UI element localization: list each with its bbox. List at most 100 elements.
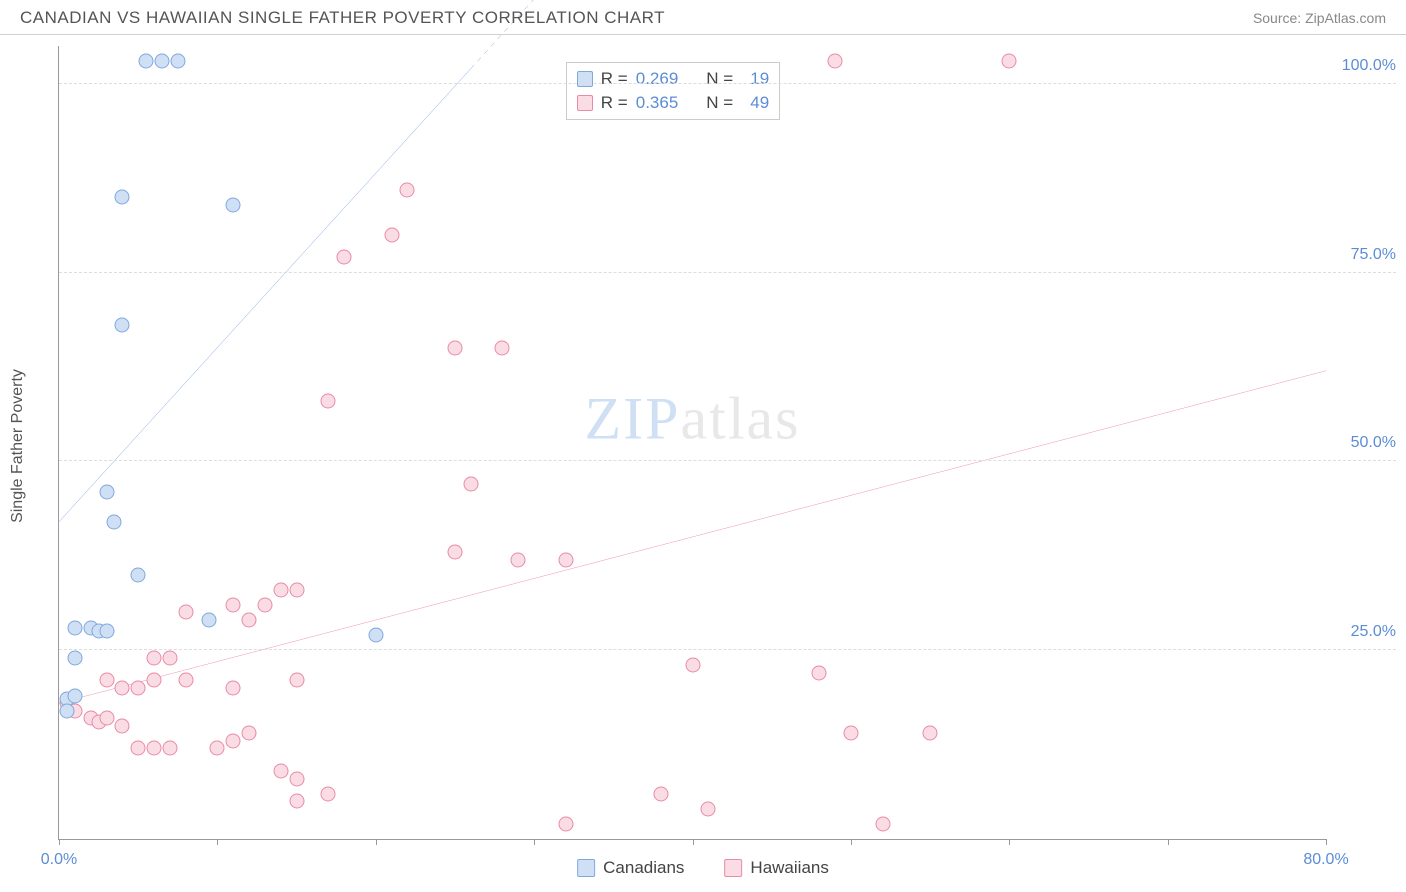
data-point-hawaiians [273,764,288,779]
data-point-hawaiians [558,816,573,831]
trendline [59,69,471,522]
stats-n-value: 19 [741,69,769,89]
y-axis-title: Single Father Poverty [9,369,27,523]
data-point-hawaiians [463,477,478,492]
data-point-hawaiians [147,741,162,756]
data-point-canadians [226,197,241,212]
data-point-hawaiians [337,250,352,265]
x-tick-label: 0.0% [41,851,77,869]
chart-legend: Canadians Hawaiians [577,858,829,878]
data-point-canadians [202,612,217,627]
x-tick [376,839,377,845]
data-point-hawaiians [701,801,716,816]
data-point-hawaiians [447,545,462,560]
data-point-hawaiians [115,680,130,695]
gridline-horizontal [59,460,1396,461]
stats-row-canadians: R =0.269N =19 [577,67,769,91]
data-point-canadians [154,54,169,69]
legend-swatch-icon [577,859,595,877]
chart-header: CANADIAN VS HAWAIIAN SINGLE FATHER POVER… [0,0,1406,35]
data-point-hawaiians [131,680,146,695]
x-tick [59,839,60,845]
x-tick [1168,839,1169,845]
chart-title: CANADIAN VS HAWAIIAN SINGLE FATHER POVER… [20,8,665,28]
data-point-hawaiians [828,54,843,69]
x-tick [1326,839,1327,845]
data-point-hawaiians [131,741,146,756]
x-tick [851,839,852,845]
data-point-hawaiians [226,597,241,612]
data-point-canadians [99,484,114,499]
data-point-hawaiians [812,665,827,680]
data-point-hawaiians [273,582,288,597]
data-point-hawaiians [115,718,130,733]
data-point-hawaiians [178,673,193,688]
y-tick-label: 50.0% [1336,434,1396,452]
data-point-hawaiians [511,552,526,567]
data-point-hawaiians [162,741,177,756]
data-point-hawaiians [162,650,177,665]
data-point-canadians [139,54,154,69]
x-tick [217,839,218,845]
data-point-hawaiians [289,771,304,786]
source-attribution: Source: ZipAtlas.com [1253,10,1386,26]
trendlines-layer [59,46,1326,839]
data-point-hawaiians [257,597,272,612]
data-point-hawaiians [178,605,193,620]
data-point-hawaiians [447,341,462,356]
data-point-canadians [115,318,130,333]
data-point-hawaiians [147,673,162,688]
data-point-hawaiians [923,726,938,741]
data-point-canadians [99,624,114,639]
stats-swatch-icon [577,71,593,87]
data-point-hawaiians [210,741,225,756]
data-point-hawaiians [495,341,510,356]
data-point-canadians [170,54,185,69]
stats-r-label: R = [601,93,628,113]
data-point-canadians [131,567,146,582]
data-point-hawaiians [289,582,304,597]
y-tick-label: 25.0% [1336,623,1396,641]
data-point-hawaiians [242,612,257,627]
data-point-canadians [115,190,130,205]
trendline [59,371,1326,703]
data-point-hawaiians [685,658,700,673]
data-point-hawaiians [226,733,241,748]
data-point-canadians [67,620,82,635]
stats-r-value: 0.269 [636,69,679,89]
stats-n-label: N = [706,93,733,113]
correlation-stats-box: R =0.269N =19R =0.365N =49 [566,62,780,120]
data-point-canadians [368,628,383,643]
data-point-hawaiians [875,816,890,831]
x-tick [693,839,694,845]
x-tick-label: 80.0% [1303,851,1348,869]
data-point-hawaiians [321,786,336,801]
y-tick-label: 100.0% [1336,57,1396,75]
data-point-canadians [67,650,82,665]
data-point-canadians [107,514,122,529]
data-point-hawaiians [558,552,573,567]
stats-swatch-icon [577,95,593,111]
data-point-hawaiians [1002,54,1017,69]
gridline-horizontal [59,272,1396,273]
legend-label: Hawaiians [750,858,828,878]
data-point-hawaiians [99,711,114,726]
stats-r-value: 0.365 [636,93,679,113]
y-tick-label: 75.0% [1336,246,1396,264]
data-point-hawaiians [400,182,415,197]
scatter-chart: ZIPatlas R =0.269N =19R =0.365N =49 25.0… [58,46,1326,840]
x-tick [1009,839,1010,845]
data-point-hawaiians [226,680,241,695]
stats-n-value: 49 [741,93,769,113]
legend-item-hawaiians: Hawaiians [724,858,828,878]
legend-swatch-icon [724,859,742,877]
data-point-hawaiians [289,794,304,809]
data-point-hawaiians [242,726,257,741]
stats-n-label: N = [706,69,733,89]
legend-item-canadians: Canadians [577,858,684,878]
data-point-hawaiians [147,650,162,665]
data-point-canadians [59,703,74,718]
data-point-hawaiians [289,673,304,688]
data-point-hawaiians [321,393,336,408]
legend-label: Canadians [603,858,684,878]
